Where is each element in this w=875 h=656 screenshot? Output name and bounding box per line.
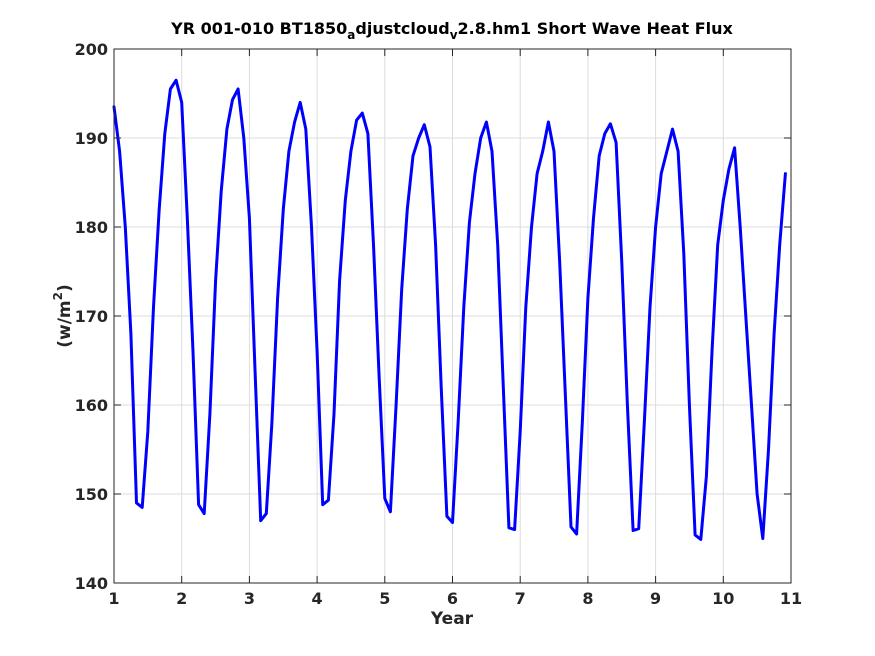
y-tick-label: 180 — [75, 218, 108, 237]
title-subscript: a — [347, 28, 355, 42]
x-tick-label: 5 — [379, 589, 390, 608]
title-part: YR 001-010 BT1850 — [170, 19, 347, 38]
x-tick-label: 6 — [447, 589, 458, 608]
y-tick-label: 170 — [75, 307, 108, 326]
title-subscript: v — [450, 28, 458, 42]
y-axis-label-superscript: 2 — [51, 292, 65, 300]
y-tick-label: 200 — [75, 40, 108, 59]
x-tick-labels: 1 2 3 4 5 6 7 8 9 10 11 — [108, 589, 802, 608]
x-tick-label: 11 — [780, 589, 802, 608]
x-tick-label: 2 — [176, 589, 187, 608]
y-axis-label-base: (w/m — [55, 300, 75, 347]
y-axis-label: (w/m2) — [51, 284, 75, 348]
x-tick-label: 7 — [515, 589, 526, 608]
y-tick-label: 140 — [75, 574, 108, 593]
x-tick-label: 9 — [650, 589, 661, 608]
y-axis-label-close: ) — [55, 284, 75, 292]
y-tick-label: 150 — [75, 485, 108, 504]
y-tick-labels: 140 150 160 170 180 190 200 — [75, 40, 108, 593]
x-tick-label: 3 — [244, 589, 255, 608]
x-tick-label: 10 — [712, 589, 734, 608]
x-tick-label: 1 — [108, 589, 119, 608]
title-part: 2.8.hm1 Short Wave Heat Flux — [458, 19, 734, 38]
x-axis-label: Year — [430, 609, 474, 629]
title-part: djustcloud — [355, 19, 449, 38]
series-layer — [112, 78, 787, 541]
tick-marks — [113, 48, 792, 584]
x-tick-label: 4 — [312, 589, 323, 608]
y-tick-label: 160 — [75, 396, 108, 415]
y-tick-label: 190 — [75, 129, 108, 148]
chart-title: YR 001-010 BT1850adjustcloudv2.8.hm1 Sho… — [170, 19, 733, 42]
x-tick-label: 8 — [582, 589, 593, 608]
series-line — [112, 78, 787, 541]
